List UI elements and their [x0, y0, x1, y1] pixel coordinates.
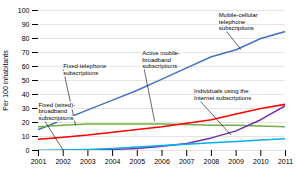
- svg-text:70: 70: [22, 49, 30, 56]
- svg-text:Mobile-cellulartelephonesubscr: Mobile-cellulartelephonesubscriptions: [219, 12, 258, 31]
- svg-text:10: 10: [22, 133, 30, 140]
- svg-text:Individuals using theInternet: Individuals using theInternet subscripti…: [194, 88, 251, 101]
- svg-text:100: 100: [18, 7, 30, 14]
- svg-text:60: 60: [22, 63, 30, 70]
- svg-text:2001: 2001: [31, 158, 47, 165]
- svg-text:Per 100 inhabitants: Per 100 inhabitants: [2, 50, 9, 111]
- svg-text:2011: 2011: [278, 158, 293, 165]
- svg-text:2008: 2008: [204, 158, 220, 165]
- svg-text:2003: 2003: [80, 158, 96, 165]
- svg-text:80: 80: [22, 35, 30, 42]
- svg-text:20: 20: [22, 119, 30, 126]
- svg-text:2002: 2002: [55, 158, 71, 165]
- svg-text:2009: 2009: [228, 158, 244, 165]
- svg-text:30: 30: [22, 105, 30, 112]
- svg-text:2006: 2006: [154, 158, 170, 165]
- svg-text:Fixed-telephonesubscriptions: Fixed-telephonesubscriptions: [63, 63, 107, 76]
- svg-text:2007: 2007: [179, 158, 195, 165]
- svg-text:40: 40: [22, 91, 30, 98]
- svg-text:Active mobile-broadbandsubscri: Active mobile-broadbandsubscriptions: [142, 50, 180, 69]
- svg-text:2005: 2005: [130, 158, 146, 165]
- svg-text:Fixed (wired)-broadbandsubscri: Fixed (wired)-broadbandsubscriptions: [39, 102, 76, 121]
- svg-text:0: 0: [26, 147, 30, 154]
- svg-text:90: 90: [22, 21, 30, 28]
- svg-text:50: 50: [22, 77, 30, 84]
- svg-text:2004: 2004: [105, 158, 121, 165]
- svg-text:2010: 2010: [253, 158, 269, 165]
